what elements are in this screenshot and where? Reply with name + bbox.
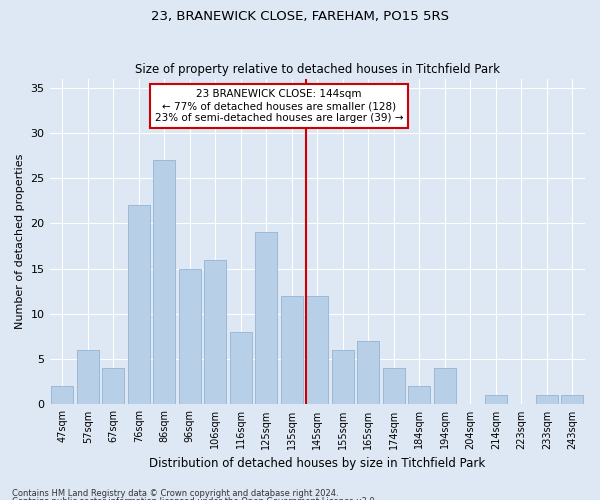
Bar: [281, 296, 302, 405]
Bar: [562, 396, 583, 404]
Bar: [256, 232, 277, 404]
Bar: [409, 386, 430, 404]
Title: Size of property relative to detached houses in Titchfield Park: Size of property relative to detached ho…: [135, 63, 500, 76]
Text: Contains public sector information licensed under the Open Government Licence v3: Contains public sector information licen…: [12, 497, 377, 500]
Y-axis label: Number of detached properties: Number of detached properties: [15, 154, 25, 329]
Bar: [77, 350, 98, 405]
Text: 23 BRANEWICK CLOSE: 144sqm
← 77% of detached houses are smaller (128)
23% of sem: 23 BRANEWICK CLOSE: 144sqm ← 77% of deta…: [155, 90, 403, 122]
Bar: [128, 206, 149, 404]
Text: 23, BRANEWICK CLOSE, FAREHAM, PO15 5RS: 23, BRANEWICK CLOSE, FAREHAM, PO15 5RS: [151, 10, 449, 23]
Bar: [205, 260, 226, 404]
X-axis label: Distribution of detached houses by size in Titchfield Park: Distribution of detached houses by size …: [149, 457, 485, 470]
Bar: [154, 160, 175, 404]
Bar: [358, 341, 379, 404]
Bar: [103, 368, 124, 405]
Text: Contains HM Land Registry data © Crown copyright and database right 2024.: Contains HM Land Registry data © Crown c…: [12, 488, 338, 498]
Bar: [383, 368, 404, 405]
Bar: [485, 396, 506, 404]
Bar: [332, 350, 353, 405]
Bar: [179, 268, 200, 404]
Bar: [52, 386, 73, 404]
Bar: [307, 296, 328, 405]
Bar: [434, 368, 455, 405]
Bar: [230, 332, 251, 404]
Bar: [536, 396, 557, 404]
